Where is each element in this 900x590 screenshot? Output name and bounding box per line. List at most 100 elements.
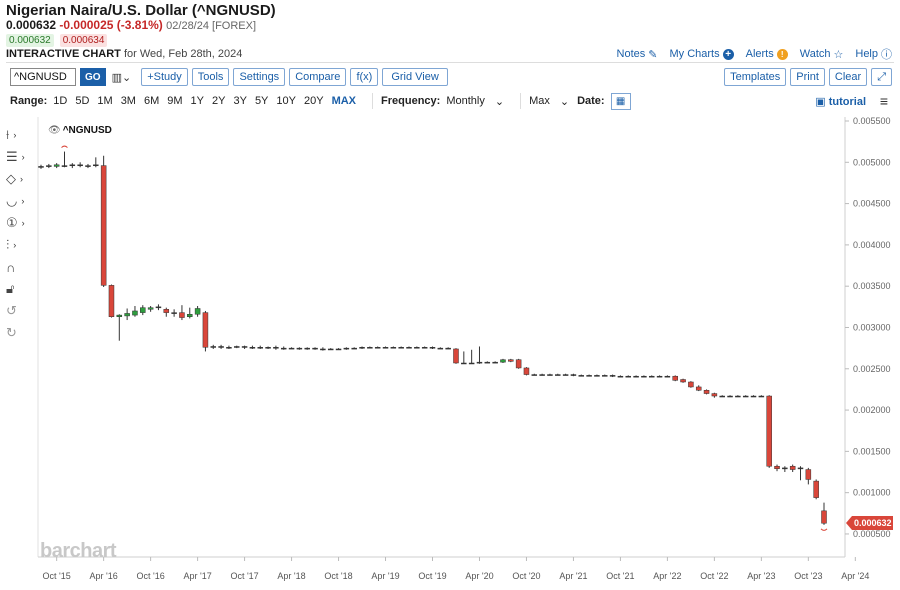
- x-tick-label: Apr '19: [371, 571, 399, 581]
- drawing-tools: ⟊ › ☰ › ◇ › ◡ › ① › ⫶ › ∩ 🔓︎ ↺ ↻: [6, 124, 36, 344]
- candle-body: [570, 374, 577, 376]
- candle-body: [265, 347, 271, 349]
- range-separator: [372, 93, 374, 109]
- frequency-select[interactable]: Monthly ⌄: [446, 95, 504, 108]
- candle-body: [234, 346, 240, 348]
- price-chart[interactable]: 0.005500 0.005000 0.004500 0.004000 0.003500…: [0, 112, 900, 590]
- shapes-tool[interactable]: ◇ ›: [6, 168, 36, 190]
- candle-body: [367, 347, 373, 349]
- range-2y[interactable]: 2Y: [212, 95, 226, 107]
- interactive-chart-date: for Wed, Feb 28th, 2024: [123, 48, 243, 60]
- menu-icon[interactable]: ≡: [879, 93, 888, 109]
- undo-tool[interactable]: ↺: [6, 300, 36, 322]
- x-tick-label: Oct '23: [794, 571, 822, 581]
- fibonacci-tool[interactable]: ⫶ ›: [6, 234, 36, 256]
- redo-icon: ↻: [6, 325, 17, 340]
- range-10y[interactable]: 10Y: [276, 95, 296, 107]
- notes-link[interactable]: Notes ✎: [617, 48, 658, 61]
- magnet-tool[interactable]: ∩: [6, 256, 36, 278]
- annotation-tool[interactable]: ① ›: [6, 212, 36, 234]
- print-button[interactable]: Print: [790, 68, 825, 86]
- expand-button[interactable]: ⤢: [871, 68, 892, 86]
- crosshair-icon: ⟊: [6, 127, 10, 142]
- expand-icon: ⤢: [877, 71, 886, 83]
- y-tick-label: 0.000500: [853, 529, 891, 539]
- help-label: Help: [855, 48, 878, 60]
- range-20y[interactable]: 20Y: [303, 95, 324, 107]
- candle-body: [789, 465, 796, 470]
- candle-body: [132, 310, 138, 316]
- candle-body: [586, 375, 592, 377]
- range-5y[interactable]: 5Y: [254, 95, 269, 107]
- candle-body: [515, 359, 522, 369]
- candle-body: [711, 393, 718, 397]
- barchart-logo: barchart: [40, 540, 117, 562]
- candle-body: [648, 375, 655, 378]
- candle-body: [633, 375, 639, 378]
- candle-body: [750, 395, 757, 398]
- x-tick-label: Apr '20: [465, 571, 493, 581]
- candle-body: [327, 348, 334, 351]
- candle-body: [492, 361, 498, 364]
- lines-tool[interactable]: ☰ ›: [6, 146, 36, 168]
- redo-tool[interactable]: ↻: [6, 322, 36, 344]
- x-tick-label: Oct '20: [512, 571, 540, 581]
- tutorial-link[interactable]: ▣ tutorial: [815, 95, 866, 108]
- range-9m[interactable]: 9M: [167, 95, 183, 107]
- chart-legend[interactable]: 👁︎ ^NGNUSD: [48, 125, 112, 136]
- alerts-link[interactable]: Alerts!: [746, 48, 788, 60]
- ask-price: 0.000634: [59, 34, 108, 47]
- clear-button[interactable]: Clear: [828, 68, 868, 86]
- function-button[interactable]: f(x): [350, 68, 379, 86]
- candle-body: [194, 308, 201, 315]
- chart-type-icon[interactable]: ▥⌄: [111, 71, 132, 84]
- range-6m[interactable]: 6M: [143, 95, 160, 107]
- settings-button[interactable]: Settings: [233, 68, 286, 86]
- number-circle-icon: ①: [6, 215, 18, 230]
- templates-button[interactable]: Templates: [724, 68, 787, 86]
- go-button[interactable]: GO: [80, 68, 106, 86]
- candle-body: [602, 375, 608, 377]
- candle-body: [531, 374, 538, 376]
- candle-body: [727, 395, 733, 398]
- range-1d[interactable]: 1D: [53, 95, 68, 107]
- crosshair-tool[interactable]: ⟊ ›: [6, 124, 36, 146]
- range-3y[interactable]: 3Y: [233, 95, 247, 107]
- my-charts-link[interactable]: My Charts +: [669, 48, 734, 60]
- candle-body: [69, 164, 76, 167]
- lines-icon: ☰: [6, 149, 18, 164]
- period-select[interactable]: Max ⌄: [529, 95, 569, 108]
- y-axis-ticks: 0.005500 0.005000 0.004500 0.004000 0.003500…: [845, 116, 891, 539]
- range-5d[interactable]: 5D: [75, 95, 90, 107]
- candle-body: [500, 359, 506, 363]
- star-icon: ☆: [833, 48, 844, 61]
- candle-body: [719, 395, 725, 398]
- grid-view-button[interactable]: Grid View: [382, 68, 448, 86]
- notes-label: Notes: [616, 48, 646, 60]
- tools-button[interactable]: Tools: [191, 68, 230, 86]
- x-tick-label: Oct '22: [700, 571, 728, 581]
- y-tick-label: 0.001000: [853, 488, 891, 498]
- range-3m[interactable]: 3M: [120, 95, 136, 107]
- add-study-button[interactable]: +Study: [141, 68, 188, 86]
- candle-body: [437, 347, 444, 350]
- quote-meta: 02/28/24 [FOREX]: [166, 20, 257, 32]
- symbol-input[interactable]: [10, 68, 76, 86]
- range-1m[interactable]: 1M: [97, 95, 113, 107]
- bid-price: 0.000632: [6, 34, 54, 47]
- range-max[interactable]: MAX: [331, 95, 357, 107]
- chart-toolbar: GO ▥⌄ +Study Tools Settings Compare f(x)…: [10, 68, 448, 86]
- calendar-icon[interactable]: ▦: [610, 92, 631, 110]
- tutorial-label: tutorial: [828, 96, 866, 108]
- compare-button[interactable]: Compare: [289, 68, 347, 86]
- watch-link[interactable]: Watch ☆: [800, 48, 844, 61]
- range-1y[interactable]: 1Y: [190, 95, 204, 107]
- shapes-icon: ◇: [6, 171, 16, 186]
- curve-tool[interactable]: ◡ ›: [6, 190, 36, 212]
- curve-icon: ◡: [6, 193, 18, 208]
- candle-body: [406, 347, 412, 349]
- help-link[interactable]: Help ⓘ: [855, 46, 892, 62]
- candle-body: [609, 375, 616, 377]
- range-bar: Range: 1D 5D 1M 3M 6M 9M 1Y 2Y 3Y 5Y 10Y…: [10, 92, 631, 110]
- lock-tool[interactable]: 🔓︎: [6, 278, 36, 300]
